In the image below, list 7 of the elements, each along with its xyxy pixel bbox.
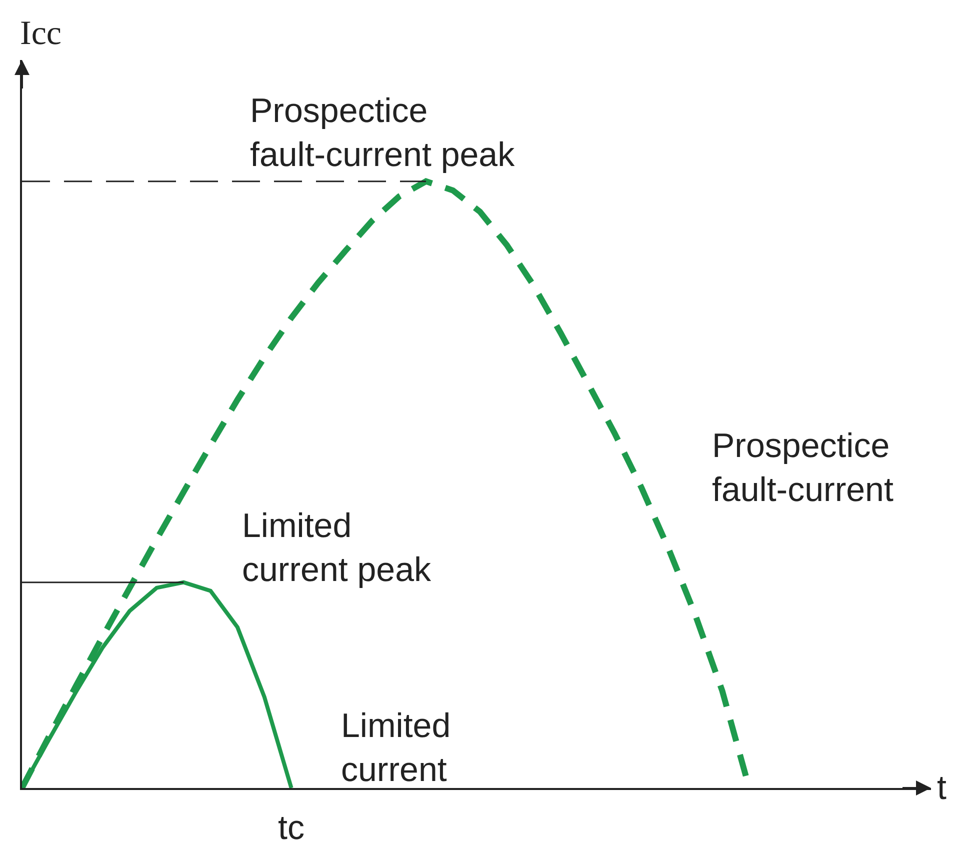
text: Prospectice fault-current peak	[250, 92, 516, 174]
annotation: Limited current	[341, 707, 451, 790]
text: t	[937, 769, 947, 807]
text: tc	[278, 809, 304, 847]
annotation: Limited current peak	[242, 507, 432, 590]
y-axis-title: Icc	[20, 15, 62, 52]
annotation: Prospectice fault-current	[712, 427, 894, 510]
